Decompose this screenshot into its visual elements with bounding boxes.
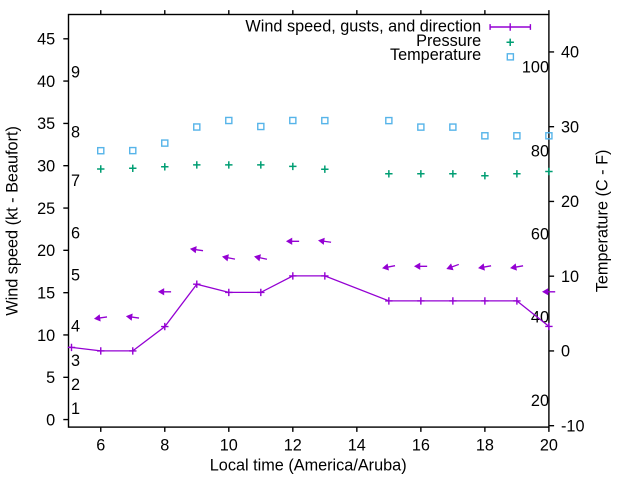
svg-text:18: 18 (476, 436, 494, 454)
svg-text:Temperature (C - F): Temperature (C - F) (594, 150, 612, 293)
svg-text:9: 9 (71, 64, 80, 82)
svg-text:20: 20 (37, 242, 55, 260)
svg-text:25: 25 (37, 200, 55, 218)
svg-text:40: 40 (561, 44, 579, 62)
svg-text:2: 2 (71, 376, 80, 394)
svg-text:Temperature: Temperature (390, 46, 481, 64)
svg-text:30: 30 (561, 118, 579, 136)
svg-text:5: 5 (71, 267, 80, 285)
svg-text:1: 1 (71, 400, 80, 418)
svg-text:30: 30 (37, 158, 55, 176)
svg-text:20: 20 (531, 392, 549, 410)
svg-text:Local time (America/Aruba): Local time (America/Aruba) (210, 456, 407, 474)
svg-text:10: 10 (220, 436, 238, 454)
svg-text:0: 0 (561, 343, 570, 361)
svg-text:100: 100 (522, 59, 549, 77)
svg-text:80: 80 (531, 142, 549, 160)
svg-text:12: 12 (284, 436, 302, 454)
svg-text:Wind speed (kt - Beaufort): Wind speed (kt - Beaufort) (4, 126, 22, 316)
svg-text:5: 5 (46, 369, 55, 387)
svg-text:40: 40 (37, 73, 55, 91)
svg-text:0: 0 (46, 411, 55, 429)
svg-text:20: 20 (540, 436, 558, 454)
svg-text:6: 6 (96, 436, 105, 454)
svg-text:8: 8 (71, 124, 80, 142)
svg-text:15: 15 (37, 285, 55, 303)
svg-text:10: 10 (561, 268, 579, 286)
svg-text:16: 16 (412, 436, 430, 454)
svg-text:10: 10 (37, 327, 55, 345)
svg-text:3: 3 (71, 352, 80, 370)
svg-text:20: 20 (561, 193, 579, 211)
svg-text:-10: -10 (561, 417, 585, 435)
svg-text:60: 60 (531, 226, 549, 244)
svg-text:6: 6 (71, 224, 80, 242)
svg-text:Wind speed, gusts, and directi: Wind speed, gusts, and direction (245, 17, 481, 35)
svg-text:4: 4 (71, 317, 80, 335)
svg-text:14: 14 (348, 436, 366, 454)
svg-text:35: 35 (37, 115, 55, 133)
svg-text:45: 45 (37, 31, 55, 49)
svg-text:8: 8 (160, 436, 169, 454)
svg-text:Pressure: Pressure (416, 32, 481, 50)
svg-text:7: 7 (71, 172, 80, 190)
